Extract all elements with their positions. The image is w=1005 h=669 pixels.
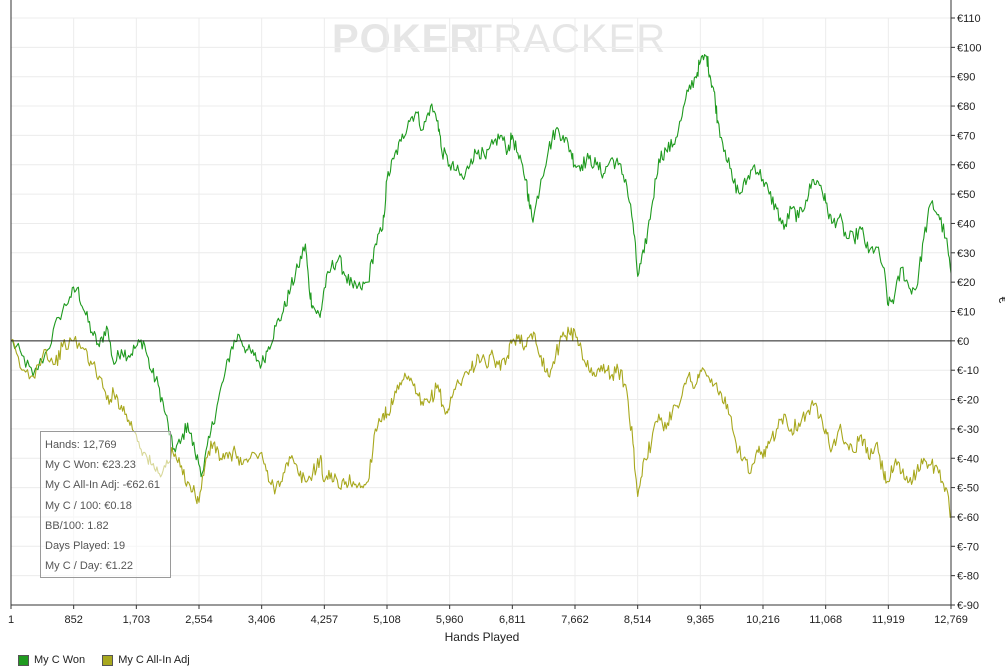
x-axis-ticks: 1 852 1,703 2,554 3,406 4,257 5,108 5,960 6,811 7… [8,605,968,626]
x-tick-label: 3,406 [248,614,276,626]
y-tick-label: €-40 [957,453,979,465]
x-tick-label: 1,703 [123,614,151,626]
y-tick-label: €-60 [957,512,979,524]
x-axis-title: Hands Played [445,630,520,644]
legend-label-all-in-adj: My C All-In Adj [118,654,190,666]
y-tick-label: €70 [957,130,975,142]
series-line-all-in-adj [10,326,952,518]
y-tick-label: €-20 [957,395,979,407]
x-tick-label: 9,365 [687,614,715,626]
x-tick-label: 7,662 [561,614,589,626]
x-tick-label: 5,960 [436,614,464,626]
y-tick-label: €50 [957,189,975,201]
stat-per-100: My C / 100: €0.18 [45,499,132,512]
y-tick-label: €0 [957,336,969,348]
legend-item-won[interactable]: My C Won [18,654,85,666]
y-tick-label: €-70 [957,541,979,553]
y-tick-label: €110 [957,13,981,25]
x-tick-label: 1 [8,614,14,626]
x-tick-label: 2,554 [185,614,213,626]
x-tick-label: 8,514 [624,614,652,626]
y-tick-label: €20 [957,277,975,289]
x-tick-label: 6,811 [499,614,526,626]
watermark: POKER TRACKER [332,17,666,61]
series-lines [10,54,952,518]
y-tick-label: €60 [957,160,975,172]
y-tick-label: €80 [957,101,975,113]
y-tick-label: €-10 [957,365,979,377]
stats-tooltip: Hands: 12,769 My C Won: €23.23 My C All-… [40,431,171,578]
watermark-right: TRACKER [468,17,666,61]
stat-per-day: My C / Day: €1.22 [45,560,134,573]
stat-won: My C Won: €23.23 [45,459,136,472]
y-tick-label: €-50 [957,483,979,495]
watermark-left: POKER [332,17,479,61]
y-axis-title: € [996,297,1005,304]
x-tick-label: 12,769 [934,614,968,626]
x-tick-label: 4,257 [311,614,339,626]
y-axis-ticks: €110 €100 €90 €80 €70 €60 €50 €40 €30 €20 €10 €0 €-1… [951,13,981,612]
y-tick-label: €90 [957,72,975,84]
legend: My C Won My C All-In Adj [18,654,204,666]
x-tick-label: 852 [64,614,82,626]
axes [10,0,952,606]
y-tick-label: €40 [957,218,975,230]
legend-item-all-in-adj[interactable]: My C All-In Adj [102,654,190,666]
y-tick-label: €-80 [957,571,979,583]
y-tick-label: €-90 [957,600,979,612]
x-tick-label: 5,108 [373,614,401,626]
series-line-won [10,54,952,478]
stat-all-in-adj: My C All-In Adj: -€62.61 [45,479,160,492]
x-tick-label: 11,919 [872,614,905,626]
stat-hands: Hands: 12,769 [45,439,117,451]
y-tick-label: €10 [957,307,975,319]
stat-bb-100: BB/100: 1.82 [45,519,109,532]
stat-days-played: Days Played: 19 [45,540,126,553]
x-tick-label: 10,216 [746,614,780,626]
y-tick-label: €100 [957,42,981,54]
y-tick-label: €-30 [957,424,979,436]
x-tick-label: 11,068 [809,614,842,626]
y-tick-label: €30 [957,248,975,260]
legend-label-won: My C Won [34,654,86,666]
